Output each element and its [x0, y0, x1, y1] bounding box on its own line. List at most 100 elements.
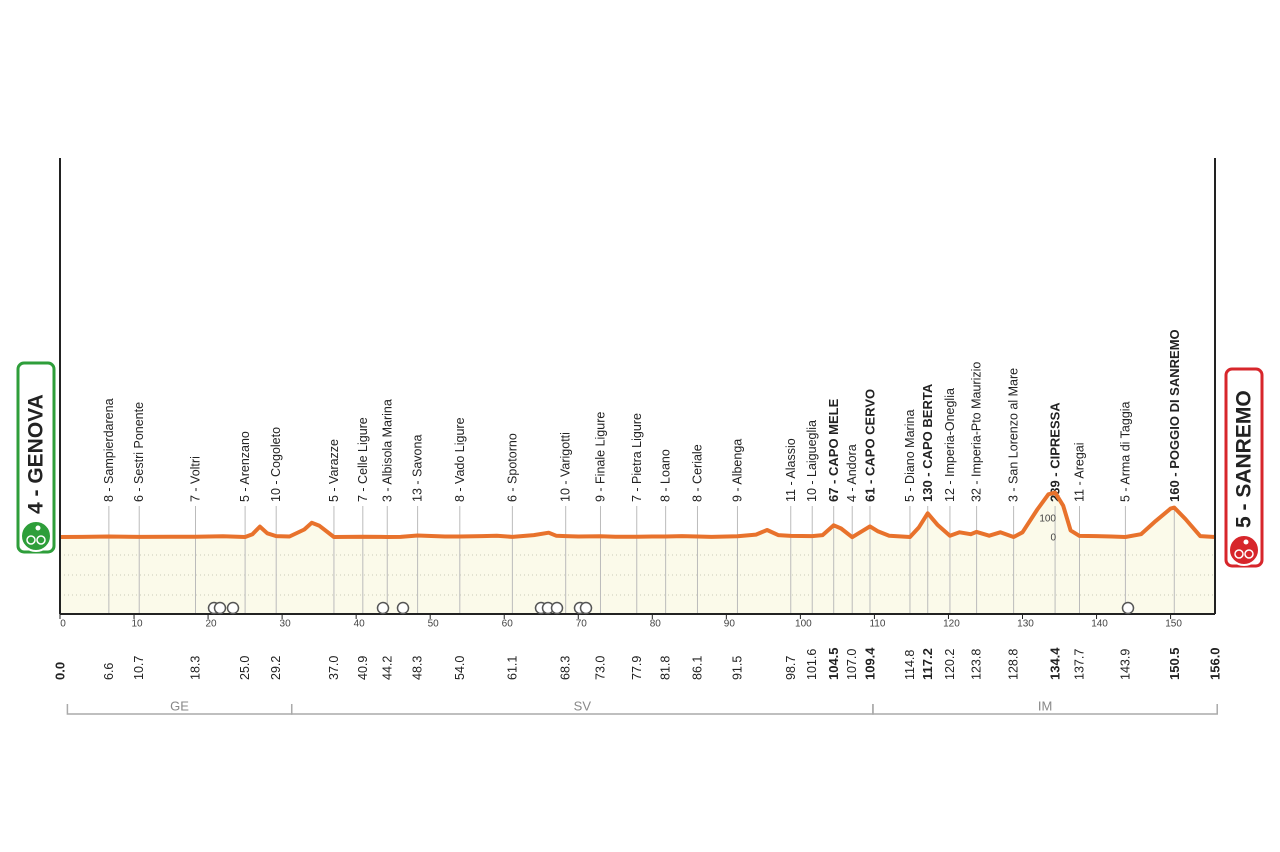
- x-tick-label: 100: [795, 619, 812, 630]
- start-km: 0.0: [53, 662, 68, 680]
- profile-line: [59, 490, 1216, 540]
- start-icon-wheel: [36, 535, 46, 545]
- waypoint-label: 10 - Cogoleto: [269, 427, 283, 502]
- icon: [376, 601, 390, 615]
- finish-name: 5 - SANREMO: [1233, 390, 1256, 528]
- waypoint-km: 120.2: [943, 649, 957, 680]
- area-fill: [60, 492, 1215, 614]
- waypoint-km: 117.2: [920, 648, 935, 680]
- waypoint-label: 10 - Varigotti: [559, 432, 573, 502]
- x-tick-label: 40: [354, 619, 366, 630]
- start-icon-head: [35, 525, 41, 531]
- waypoint-km: 68.3: [559, 656, 573, 680]
- icon: [550, 601, 564, 615]
- waypoint-km: 37.0: [327, 656, 341, 680]
- waypoint-label: 5 - Varazze: [327, 439, 341, 502]
- waypoint-km: 98.7: [784, 656, 798, 680]
- waypoint-label: 12 - Imperia-Oneglia: [943, 388, 957, 502]
- waypoint-km: 54.0: [453, 656, 467, 680]
- waypoint-label: 8 - Sampierdarena: [102, 398, 116, 502]
- waypoint-km: 128.8: [1007, 649, 1021, 680]
- start-icon: [20, 520, 52, 552]
- waypoint-label: 5 - Arma di Taggia: [1118, 401, 1132, 502]
- waypoint-label: 130 - CAPO BERTA: [920, 383, 935, 502]
- icon: [579, 601, 593, 615]
- waypoint-label: 8 - Loano: [659, 449, 673, 502]
- waypoint-label: 11 - Aregai: [1073, 442, 1087, 502]
- waypoint-km: 101.6: [805, 649, 819, 680]
- waypoint-km: 81.8: [659, 656, 673, 680]
- waypoint-km: 40.9: [356, 656, 370, 680]
- waypoint-label: 160 - POGGIO DI SANREMO: [1167, 329, 1182, 502]
- start-icon-wheel: [26, 535, 36, 545]
- road-icons: [207, 601, 1135, 615]
- waypoint-km: 91.5: [730, 656, 744, 680]
- icon: [1121, 601, 1135, 615]
- waypoint-label: 3 - San Lorenzo al Mare: [1007, 368, 1021, 502]
- waypoint-label: 3 - Albisola Marina: [380, 399, 394, 502]
- waypoint-label: 61 - CAPO CERVO: [862, 389, 877, 502]
- waypoint-km: 18.3: [188, 656, 202, 680]
- waypoint-label: 7 - Celle Ligure: [356, 417, 370, 502]
- icon: [226, 601, 240, 615]
- waypoint-label: 7 - Voltri: [188, 456, 202, 502]
- waypoint-label: 11 - Alassio: [784, 438, 798, 502]
- waypoint-label: 8 - Ceriale: [690, 444, 704, 502]
- waypoint-label: 9 - Albenga: [730, 439, 744, 502]
- y-tick-label: 100: [1039, 514, 1056, 525]
- x-tick-label: 30: [280, 619, 292, 630]
- waypoint-km: 104.5: [826, 647, 841, 680]
- waypoint-km: 143.9: [1118, 649, 1132, 680]
- x-tick-label: 10: [131, 619, 143, 630]
- waypoint-km: 73.0: [593, 656, 607, 680]
- waypoint-label: 4 - Andora: [845, 444, 859, 502]
- finish-icon-wheel: [1234, 549, 1244, 559]
- x-tick-label: 50: [428, 619, 440, 630]
- waypoint-km: 109.4: [862, 647, 877, 680]
- region-label: GE: [170, 699, 189, 714]
- waypoint-km: 114.8: [903, 650, 917, 680]
- waypoint-km: 61.1: [505, 656, 519, 680]
- waypoint-label: 7 - Pietra Ligure: [630, 413, 644, 502]
- waypoint-label: 13 - Savona: [411, 435, 425, 502]
- waypoint-km: 6.6: [102, 663, 116, 680]
- waypoint-km: 123.8: [970, 649, 984, 680]
- region-bracket: [872, 704, 1218, 715]
- waypoint-km: 48.3: [411, 656, 425, 680]
- waypoint-km: 44.2: [380, 656, 394, 680]
- waypoint-label: 9 - Finale Ligure: [593, 412, 607, 502]
- x-tick-label: 110: [869, 619, 885, 630]
- waypoint-label: 6 - Spotorno: [505, 433, 519, 502]
- waypoint-label: 32 - Imperia-Pto Maurizio: [970, 362, 984, 502]
- x-tick-label: 90: [724, 619, 736, 630]
- finish-icon: [1228, 534, 1260, 566]
- region-label: SV: [574, 699, 592, 714]
- region-label: IM: [1038, 699, 1052, 714]
- icon: [213, 601, 227, 615]
- x-tick-label: 150: [1165, 619, 1182, 630]
- waypoint-label: 5 - Arenzano: [238, 431, 252, 502]
- waypoint-km: 134.4: [1048, 647, 1063, 680]
- waypoint-km: 10.7: [132, 656, 146, 680]
- waypoint-label: 239 - CIPRESSA: [1048, 402, 1063, 502]
- waypoint-label: 67 - CAPO MELE: [826, 398, 841, 502]
- waypoint-km: 137.7: [1073, 649, 1087, 680]
- start-name: 4 - GENOVA: [25, 394, 48, 514]
- x-tick-label: 120: [943, 619, 960, 630]
- x-tick-label: 70: [576, 619, 588, 630]
- waypoint-km: 86.1: [690, 656, 704, 680]
- waypoint-label: 10 - Laigueglia: [805, 420, 819, 502]
- x-tick-label: 20: [206, 619, 218, 630]
- waypoint-label: 6 - Sestri Ponente: [132, 402, 146, 502]
- waypoint-km: 150.5: [1167, 647, 1182, 680]
- waypoint-label: 8 - Vado Ligure: [453, 417, 467, 502]
- finish-km: 156.0: [1208, 647, 1223, 680]
- waypoint-km: 25.0: [238, 656, 252, 680]
- waypoint-km: 107.0: [845, 649, 859, 680]
- x-tick-label: 80: [650, 619, 662, 630]
- icon: [396, 601, 410, 615]
- x-tick-label: 60: [502, 619, 514, 630]
- x-tick-label: 140: [1091, 619, 1108, 630]
- x-tick-label: 0: [60, 619, 66, 630]
